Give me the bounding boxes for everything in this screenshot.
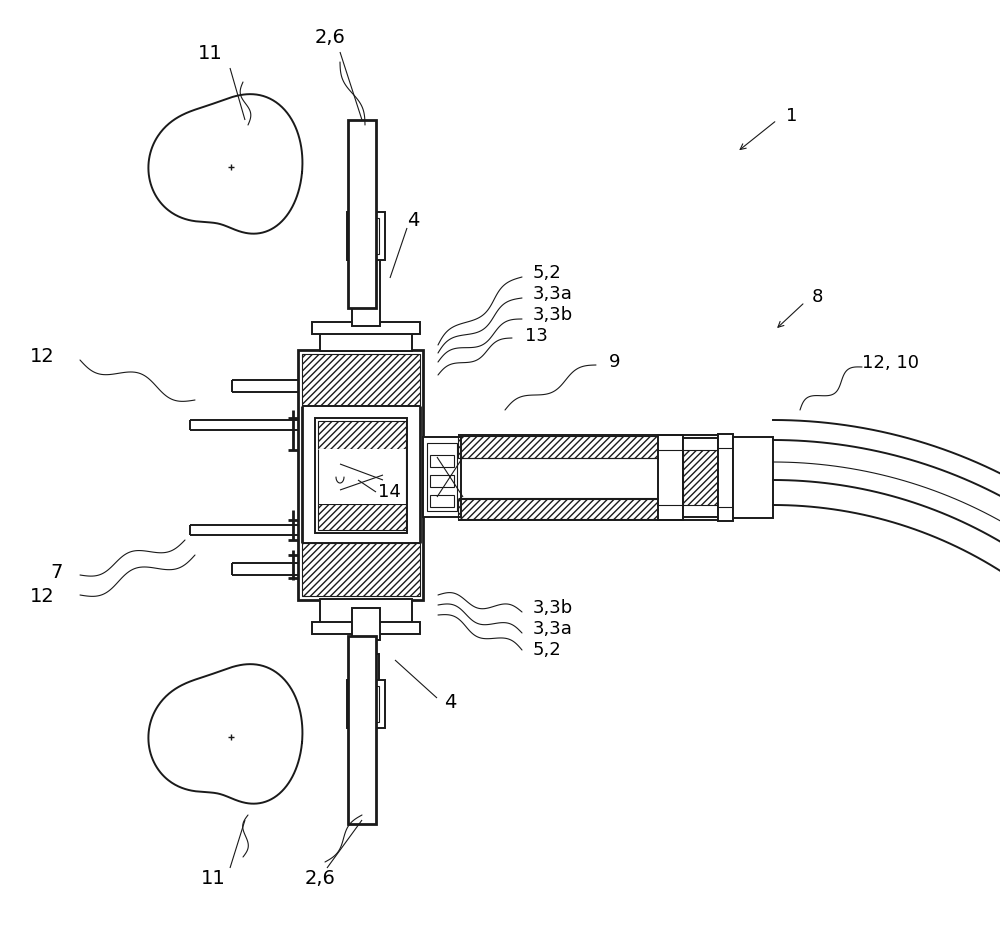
- Bar: [318, 421, 406, 449]
- Bar: [302, 543, 420, 596]
- Bar: [353, 278, 379, 306]
- Bar: [430, 495, 454, 507]
- Text: 2,6: 2,6: [305, 869, 335, 887]
- Text: 14: 14: [378, 483, 401, 501]
- Text: 2,6: 2,6: [315, 27, 345, 46]
- Bar: [318, 504, 406, 530]
- Bar: [320, 599, 412, 624]
- Text: 12, 10: 12, 10: [862, 354, 919, 372]
- Bar: [458, 436, 658, 458]
- Bar: [298, 350, 423, 600]
- Text: 9: 9: [609, 353, 620, 371]
- Bar: [430, 455, 454, 467]
- Bar: [352, 258, 380, 326]
- Bar: [353, 654, 379, 682]
- Bar: [353, 218, 379, 254]
- Bar: [302, 354, 420, 406]
- Text: 11: 11: [198, 43, 222, 62]
- Bar: [348, 120, 376, 308]
- Bar: [347, 212, 385, 260]
- Bar: [318, 449, 406, 504]
- Bar: [683, 450, 718, 505]
- Text: 13: 13: [525, 327, 548, 345]
- Text: 3,3b: 3,3b: [533, 599, 573, 617]
- Bar: [320, 326, 412, 351]
- Bar: [718, 434, 733, 521]
- Bar: [360, 711, 370, 723]
- Text: 5,2: 5,2: [533, 641, 562, 659]
- Bar: [348, 636, 376, 824]
- Bar: [427, 443, 457, 511]
- Text: 11: 11: [201, 869, 225, 887]
- Bar: [683, 438, 718, 517]
- Text: 7: 7: [50, 563, 62, 583]
- Text: 3,3a: 3,3a: [533, 285, 573, 303]
- Bar: [315, 418, 407, 533]
- Bar: [458, 499, 658, 519]
- Bar: [357, 634, 375, 656]
- Text: 1: 1: [786, 107, 797, 125]
- Bar: [302, 406, 420, 543]
- Bar: [658, 435, 683, 520]
- Text: 4: 4: [444, 694, 456, 713]
- Text: 5,2: 5,2: [533, 264, 562, 282]
- Bar: [357, 302, 375, 324]
- Bar: [357, 638, 375, 682]
- Bar: [312, 622, 420, 634]
- Text: 4: 4: [407, 211, 419, 229]
- Bar: [733, 437, 773, 518]
- Text: 12: 12: [30, 347, 55, 366]
- Text: 8: 8: [812, 288, 823, 306]
- Bar: [357, 258, 375, 302]
- Text: 3,3b: 3,3b: [533, 306, 573, 324]
- Bar: [312, 322, 420, 334]
- Bar: [353, 686, 379, 722]
- Text: 12: 12: [30, 587, 55, 605]
- Bar: [430, 475, 454, 487]
- Bar: [352, 608, 380, 640]
- Bar: [360, 217, 370, 229]
- Text: 3,3a: 3,3a: [533, 620, 573, 638]
- Bar: [423, 437, 461, 517]
- Bar: [347, 680, 385, 728]
